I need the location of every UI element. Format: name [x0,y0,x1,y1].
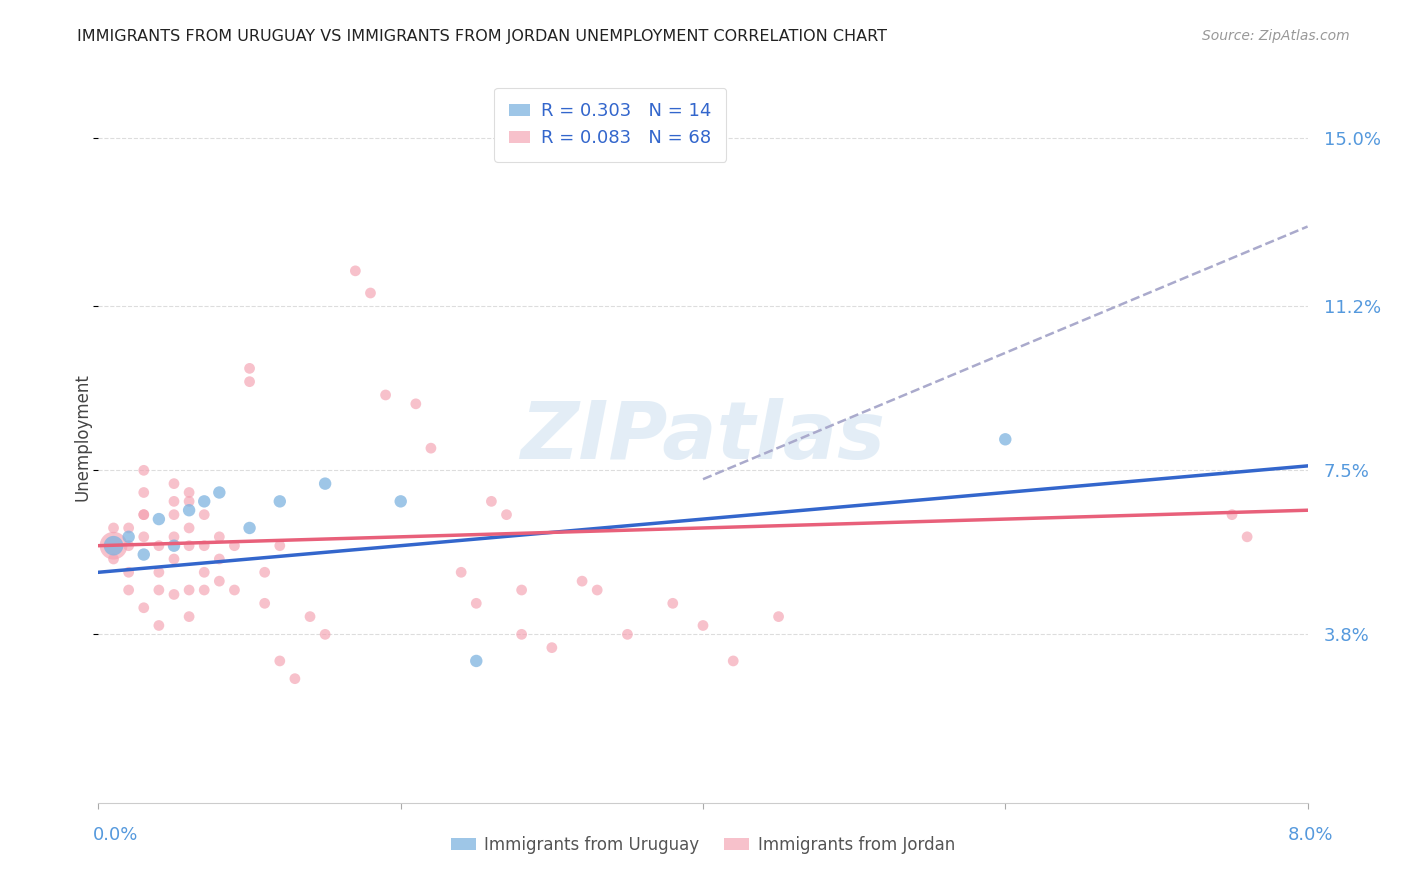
Point [616,627,638,641]
Point [239,375,262,389]
Point [510,627,533,641]
Point [314,476,336,491]
Point [208,485,231,500]
Point [1220,508,1243,522]
Point [269,539,291,553]
Point [208,530,231,544]
Text: 0.0%: 0.0% [93,826,138,844]
Point [239,361,262,376]
Point [163,508,186,522]
Point [314,627,336,641]
Point [148,566,170,580]
Point [179,609,201,624]
Point [118,521,141,535]
Point [481,494,503,508]
Point [253,596,276,610]
Y-axis label: Unemployment: Unemployment [73,373,91,501]
Point [193,582,215,597]
Point [768,609,790,624]
Point [132,600,155,615]
Text: 8.0%: 8.0% [1288,826,1333,844]
Point [103,539,125,553]
Point [179,539,201,553]
Point [103,539,125,553]
Point [224,539,246,553]
Point [163,552,186,566]
Point [994,432,1017,446]
Point [163,494,186,508]
Point [179,494,201,508]
Point [179,521,201,535]
Point [193,494,215,508]
Point [163,530,186,544]
Point [299,609,322,624]
Point [269,494,291,508]
Point [239,521,262,535]
Point [103,521,125,535]
Point [465,654,488,668]
Point [284,672,307,686]
Point [193,539,215,553]
Point [510,582,533,597]
Point [132,508,155,522]
Point [389,494,412,508]
Point [495,508,517,522]
Point [586,582,609,597]
Point [148,512,170,526]
Point [148,618,170,632]
Point [208,574,231,589]
Point [420,441,443,455]
Point [179,503,201,517]
Point [163,587,186,601]
Point [1236,530,1258,544]
Point [661,596,683,610]
Point [193,566,215,580]
Point [132,508,155,522]
Point [692,618,714,632]
Point [253,566,276,580]
Point [118,539,141,553]
Point [208,552,231,566]
Point [224,582,246,597]
Point [118,566,141,580]
Point [163,539,186,553]
Point [723,654,745,668]
Point [374,388,396,402]
Point [148,539,170,553]
Point [344,264,367,278]
Point [118,530,141,544]
Point [450,566,472,580]
Point [132,548,155,562]
Point [465,596,488,610]
Point [132,530,155,544]
Text: Source: ZipAtlas.com: Source: ZipAtlas.com [1202,29,1350,43]
Point [163,476,186,491]
Point [405,397,427,411]
Point [571,574,593,589]
Point [540,640,562,655]
Text: IMMIGRANTS FROM URUGUAY VS IMMIGRANTS FROM JORDAN UNEMPLOYMENT CORRELATION CHART: IMMIGRANTS FROM URUGUAY VS IMMIGRANTS FR… [77,29,887,44]
Point [360,285,382,300]
Point [269,654,291,668]
Point [132,485,155,500]
Legend: Immigrants from Uruguay, Immigrants from Jordan: Immigrants from Uruguay, Immigrants from… [444,829,962,860]
Text: ZIPatlas: ZIPatlas [520,398,886,476]
Point [179,582,201,597]
Point [103,552,125,566]
Point [193,508,215,522]
Point [118,582,141,597]
Point [132,463,155,477]
Point [179,485,201,500]
Point [148,582,170,597]
